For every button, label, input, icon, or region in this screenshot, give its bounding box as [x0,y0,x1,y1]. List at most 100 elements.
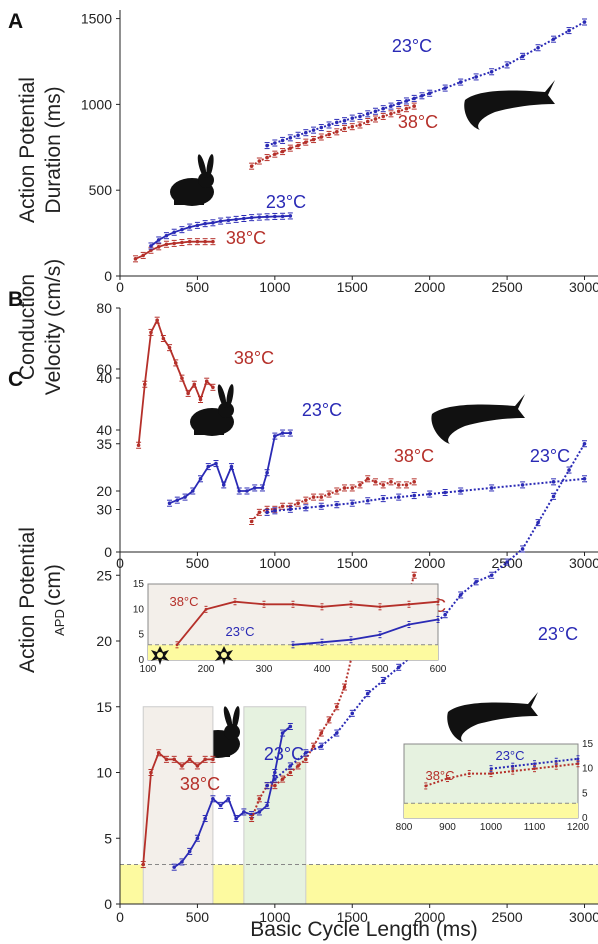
series-blue-dotted-point [582,441,587,446]
series-red-solid-point [211,757,215,762]
inset-series-red-point [436,600,440,604]
series-blue-dotted-point [327,123,331,127]
series-red-solid-point [149,770,153,775]
series-blue-dotted-point [536,520,540,525]
series-blue-dotted-point [265,783,269,788]
series-red-dotted-point [373,117,378,121]
series-red-solid-point [180,764,184,768]
x-axis-title: Basic Cycle Length (ms) [250,918,478,941]
series-blue-solid-point [265,214,269,219]
series-blue-solid-point [245,489,249,493]
inset-y-tick-label: 15 [582,739,594,750]
series-blue-dotted-point [311,128,316,132]
inset-series-red-line [176,600,439,646]
series-blue-solid-point [203,816,207,821]
inset-x-tick-label: 300 [256,664,273,675]
series-red-dotted-point [273,783,277,788]
series-blue-dotted-point [288,507,293,512]
inset-y-tick-label: 15 [133,579,145,590]
series-blue-dotted-point [420,94,424,98]
series-blue-solid-point [180,860,184,864]
series-red-dotted-point [311,744,316,748]
series-blue-dotted-point [304,505,308,510]
inset-annotation-38c: 38°C [425,768,454,783]
series-blue-solid-point [273,770,277,775]
series-red-solid-point [136,443,141,448]
series-blue-dotted-point [458,489,463,493]
series-red-solid-point [149,330,153,335]
burst-icon [151,646,169,665]
series-red-dotted-point [280,777,285,781]
series-red-solid-point [187,757,192,762]
series-red-dotted-point [342,126,347,131]
series-blue-solid-point [265,470,269,475]
series-blue-solid-point [265,803,269,808]
series-red-dotted-point [412,480,416,484]
rabbit-icon [190,384,234,436]
x-tick-label: 500 [186,909,210,925]
series-red-dotted-point [249,816,254,821]
series-blue-solid-point [249,215,254,220]
inset-series-blue-line [490,757,579,770]
annotation-23c: 23°C [266,192,306,212]
series-red-dotted-point [296,143,300,148]
y-tick-label: 40 [96,422,112,438]
series-red-dotted-point [381,114,386,119]
series-blue-dotted-point [273,777,277,781]
x-tick-label: 3000 [569,555,598,571]
inset-series-red-point [320,605,324,609]
series-blue-dotted-point [412,493,416,498]
series-blue-dotted-point [474,75,478,79]
inset-y-tick-label: 10 [582,764,594,775]
panel-label-a: A [8,10,23,33]
series-blue-dotted-point [288,136,293,140]
inset-annotation-23c: 23°C [495,748,524,763]
y-tick-label: 1500 [81,11,112,27]
inset-series-blue-point [489,767,493,771]
inset-series-red-point [467,772,471,775]
series-red-dotted-point [249,164,254,168]
series-blue-solid-point [242,810,246,814]
x-tick-label: 500 [186,555,210,571]
series-red-solid-point [211,239,215,244]
inset-x-tick-label: 200 [198,664,215,675]
series-blue-dotted-point [505,560,509,564]
series-red-dotted-point [319,731,324,735]
series-red-dotted-point [304,140,308,144]
series-red-solid-point [172,757,176,762]
series-blue-solid-point [226,218,231,223]
inset-series-blue-line [292,618,439,646]
series-blue-solid-point [149,244,153,248]
inset-series-red-point [262,602,266,606]
series-blue-dotted-point [350,116,355,120]
series-blue-solid-point [273,214,277,219]
series-blue-solid-point [234,217,238,222]
series-red-solid-point [142,382,147,387]
annotation-38c: 38°C [398,112,438,132]
burst-core [157,652,163,658]
series-blue-solid-point [280,214,285,219]
y-tick-label: 80 [96,300,112,316]
inset-critical-band [404,803,578,818]
series-red-solid-line [142,751,213,865]
series-blue-solid-point [234,816,238,821]
series-blue-dotted-point [365,112,370,116]
burst-icon [215,646,233,665]
inset-series-blue-point [291,643,295,647]
inset-series-red-point [349,602,353,606]
x-tick-label: 1000 [259,555,290,571]
x-tick-label: 1500 [337,279,368,295]
series-blue-solid-line [173,725,291,868]
series-blue-dotted-point [273,509,277,513]
series-blue-solid-point [260,486,265,490]
y-tick-label: 20 [96,633,112,649]
series-red-dotted-point [257,510,262,515]
series-red-solid-point [141,253,146,258]
series-blue-solid-point [273,434,277,438]
y-tick-label: 1000 [81,96,112,112]
series-blue-dotted-point [520,547,525,551]
y-tick-label: 500 [89,182,113,198]
y-tick-label: 40 [96,370,112,386]
series-red-dotted-point [396,483,401,487]
